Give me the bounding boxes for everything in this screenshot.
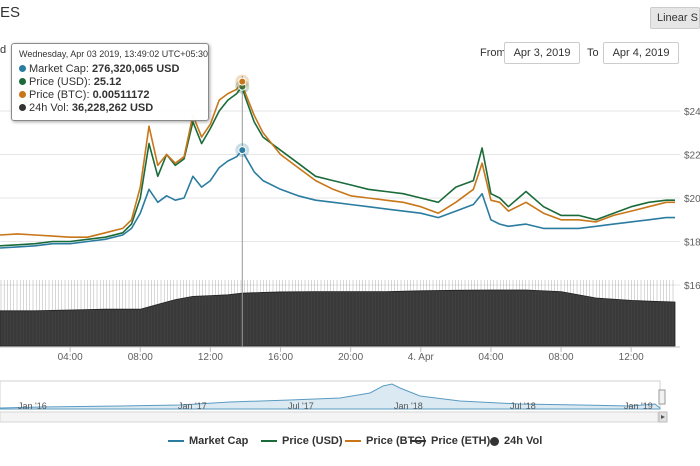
tooltip-row-volume: 24h Vol: 36,228,262 USD — [19, 102, 153, 115]
x-tick-label: 08:00 — [549, 352, 574, 363]
tooltip-value: 276,320,065 USD — [91, 63, 180, 75]
legend-24h-vol[interactable]: 24h Vol — [490, 435, 542, 447]
tooltip-label: Price (USD): — [29, 76, 91, 88]
tooltip-row-market-cap: Market Cap: 276,320,065 USD — [19, 63, 179, 76]
volume-legend-dot-icon — [490, 436, 499, 446]
navigator-tick-label: Jul '18 — [510, 401, 536, 411]
tooltip-value: 0.00511172 — [92, 89, 150, 101]
price-eth-swatch-icon — [410, 440, 426, 442]
navigator-tick-label: Jan '18 — [394, 401, 423, 411]
market-cap-dot-icon — [19, 65, 26, 72]
legend-label: Market Cap — [189, 435, 249, 447]
navigator-handle — [658, 389, 666, 405]
chart-title-fragment: ES — [0, 4, 21, 21]
y-tick-label: $18 — [684, 238, 700, 249]
x-tick-label: 04:00 — [478, 352, 503, 363]
hover-marker — [238, 77, 247, 86]
x-tick-label: 04:00 — [58, 352, 83, 363]
legend-label: 24h Vol — [504, 435, 543, 447]
legend-label: Price (USD) — [282, 435, 343, 447]
series-line-price-btc — [0, 80, 675, 238]
price-btc-swatch-icon — [345, 440, 361, 442]
x-tick-label: 20:00 — [338, 352, 363, 363]
navigator-area — [0, 383, 661, 410]
series-line-market-cap — [0, 149, 675, 249]
navigator-tick-label: Jan '16 — [18, 401, 47, 411]
market-cap-swatch-icon — [168, 440, 184, 442]
tooltip-label: Market Cap: — [29, 63, 89, 75]
tooltip-date: Wednesday, Apr 03 2019, 13:49:02 UTC+05:… — [19, 49, 209, 59]
legend-price-usd[interactable]: Price (USD) — [261, 435, 343, 447]
scroll-right-arrow-icon — [661, 415, 665, 419]
price-btc-dot-icon — [19, 91, 26, 98]
legend-price-btc[interactable]: Price (BTC) — [345, 435, 426, 447]
x-tick-label: 16:00 — [268, 352, 293, 363]
volume-area — [0, 290, 675, 346]
series-line-price-usd — [0, 85, 675, 247]
volume-outline — [0, 289, 676, 347]
legend-label: Price (BTC) — [366, 435, 426, 447]
price-usd-dot-icon — [19, 78, 26, 85]
volume-dot-icon — [19, 104, 26, 111]
hover-tooltip: Wednesday, Apr 03 2019, 13:49:02 UTC+05:… — [11, 43, 209, 121]
linear-scale-button[interactable]: Linear S — [650, 7, 700, 29]
navigator-tick-label: Jan '17 — [178, 401, 207, 411]
legend-price-eth[interactable]: Price (ETH) — [410, 435, 490, 447]
tooltip-label: Price (BTC): — [29, 89, 90, 101]
tooltip-row-price-usd: Price (USD): 25.12 — [19, 76, 121, 89]
tooltip-value: 36,228,262 USD — [71, 102, 154, 114]
to-label: To — [587, 47, 599, 59]
navigator-tick-label: Jul '17 — [288, 401, 314, 411]
x-tick-label: 4. Apr — [408, 352, 435, 363]
y-tick-label: $20 — [684, 194, 700, 205]
tooltip-label: 24h Vol: — [29, 102, 69, 114]
y-tick-label: $22 — [684, 151, 700, 162]
y-tick-label: $16 — [684, 281, 700, 292]
tooltip-value: 25.12 — [93, 76, 122, 88]
x-tick-label: 08:00 — [128, 352, 153, 363]
legend-label: Price (ETH) — [431, 435, 491, 447]
left-clipped-label: d — [0, 44, 7, 56]
navigator-scrollbar-track — [0, 411, 659, 423]
to-date-input[interactable]: Apr 4, 2019 — [603, 42, 679, 64]
y-tick-label: $24 — [684, 107, 700, 118]
price-usd-swatch-icon — [261, 440, 277, 442]
x-tick-label: 12:00 — [198, 352, 223, 363]
hover-marker — [238, 146, 247, 155]
tooltip-row-price-btc: Price (BTC): 0.00511172 — [19, 89, 149, 102]
from-label: From — [480, 47, 506, 59]
navigator-tick-label: Jan '19 — [624, 401, 653, 411]
legend-market-cap[interactable]: Market Cap — [168, 435, 248, 447]
from-date-input[interactable]: Apr 3, 2019 — [504, 42, 580, 64]
x-tick-label: 12:00 — [619, 352, 644, 363]
